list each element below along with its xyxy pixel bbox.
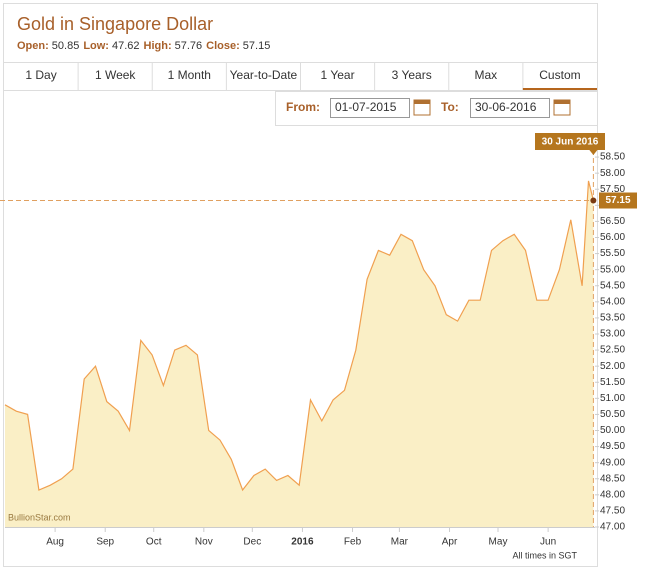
y-tick-label: 48.00 [600, 489, 625, 500]
x-tick-label: 2016 [291, 537, 314, 548]
stat-value: 47.62 [112, 40, 140, 52]
y-tick-label: 51.50 [600, 377, 625, 388]
area [5, 180, 594, 527]
y-tick-label: 58.00 [600, 168, 625, 179]
x-tick-label: Nov [195, 537, 213, 548]
x-tick-label: Oct [146, 537, 162, 548]
value-flag-label: 57.15 [605, 195, 630, 206]
from-input[interactable] [330, 98, 410, 118]
to-input[interactable] [470, 98, 550, 118]
calendar-icon-top [414, 100, 430, 104]
credit: BullionStar.com [8, 512, 71, 522]
tab[interactable]: Custom [539, 68, 580, 82]
y-tick-label: 58.50 [600, 152, 625, 163]
x-tick-label: Mar [391, 537, 409, 548]
tab[interactable]: 1 Year [321, 68, 355, 82]
y-tick-label: 51.00 [600, 393, 625, 404]
x-tick-label: Sep [96, 537, 114, 548]
y-tick-label: 54.50 [600, 280, 625, 291]
stats: Open: 50.85 Low: 47.62 High: 57.76 Close: 57.15 [17, 40, 270, 52]
tooltip: 30 Jun 2016 [542, 137, 599, 148]
y-tick-label: 47.00 [600, 522, 625, 533]
y-tick-label: 53.50 [600, 313, 625, 324]
calendar-icon-top [554, 100, 570, 104]
y-tick-label: 49.50 [600, 441, 625, 452]
note: All times in SGT [512, 550, 577, 560]
x-tick-label: Apr [442, 537, 458, 548]
y-tick-label: 54.00 [600, 296, 625, 307]
stat-label: Low: [83, 40, 109, 52]
from-label: From: [286, 100, 320, 114]
x-tick-label: May [489, 537, 508, 548]
y-tick-label: 48.50 [600, 473, 625, 484]
to-label: To: [441, 100, 459, 114]
y-tick-label: 53.00 [600, 329, 625, 340]
stat-label: Open: [17, 40, 49, 52]
stat-value: 57.15 [243, 40, 271, 52]
stat-label: Close: [206, 40, 240, 52]
tab[interactable]: 1 Week [95, 68, 136, 82]
tab[interactable]: Year-to-Date [230, 68, 298, 82]
y-tick-label: 57.50 [600, 184, 625, 195]
tab-active-bar [522, 88, 597, 90]
stat-value: 50.85 [52, 40, 80, 52]
point [590, 197, 597, 204]
tab[interactable]: 1 Day [25, 68, 56, 82]
y-tick-label: 47.50 [600, 506, 625, 517]
x-tick-label: Jun [540, 537, 556, 548]
y-tick-label: 56.00 [600, 232, 625, 243]
tab[interactable]: 1 Month [168, 68, 211, 82]
line [4, 180, 594, 492]
tab[interactable]: 3 Years [392, 68, 432, 82]
y-tick-label: 50.50 [600, 409, 625, 420]
stat-label: High: [144, 40, 172, 52]
y-tick-label: 56.50 [600, 216, 625, 227]
value-flag [599, 192, 637, 209]
y-tick-label: 55.00 [600, 264, 625, 275]
x-tick-label: Dec [243, 537, 261, 548]
to-value[interactable]: 30-06-2016 [475, 100, 537, 114]
title: Gold in Singapore Dollar [17, 14, 213, 34]
tab[interactable]: Max [474, 68, 497, 82]
y-tick-label: 55.50 [600, 248, 625, 259]
y-tick-label: 52.00 [600, 361, 625, 372]
x-tick-label: Feb [344, 537, 362, 548]
y-tick-label: 52.50 [600, 345, 625, 356]
stat-value: 57.76 [175, 40, 203, 52]
y-tick-label: 50.00 [600, 425, 625, 436]
tooltip-arrow [589, 150, 598, 155]
x-tick-label: Aug [46, 537, 64, 548]
y-tick-label: 49.00 [600, 457, 625, 468]
from-value[interactable]: 01-07-2015 [335, 100, 397, 114]
tooltip-box [535, 133, 605, 150]
